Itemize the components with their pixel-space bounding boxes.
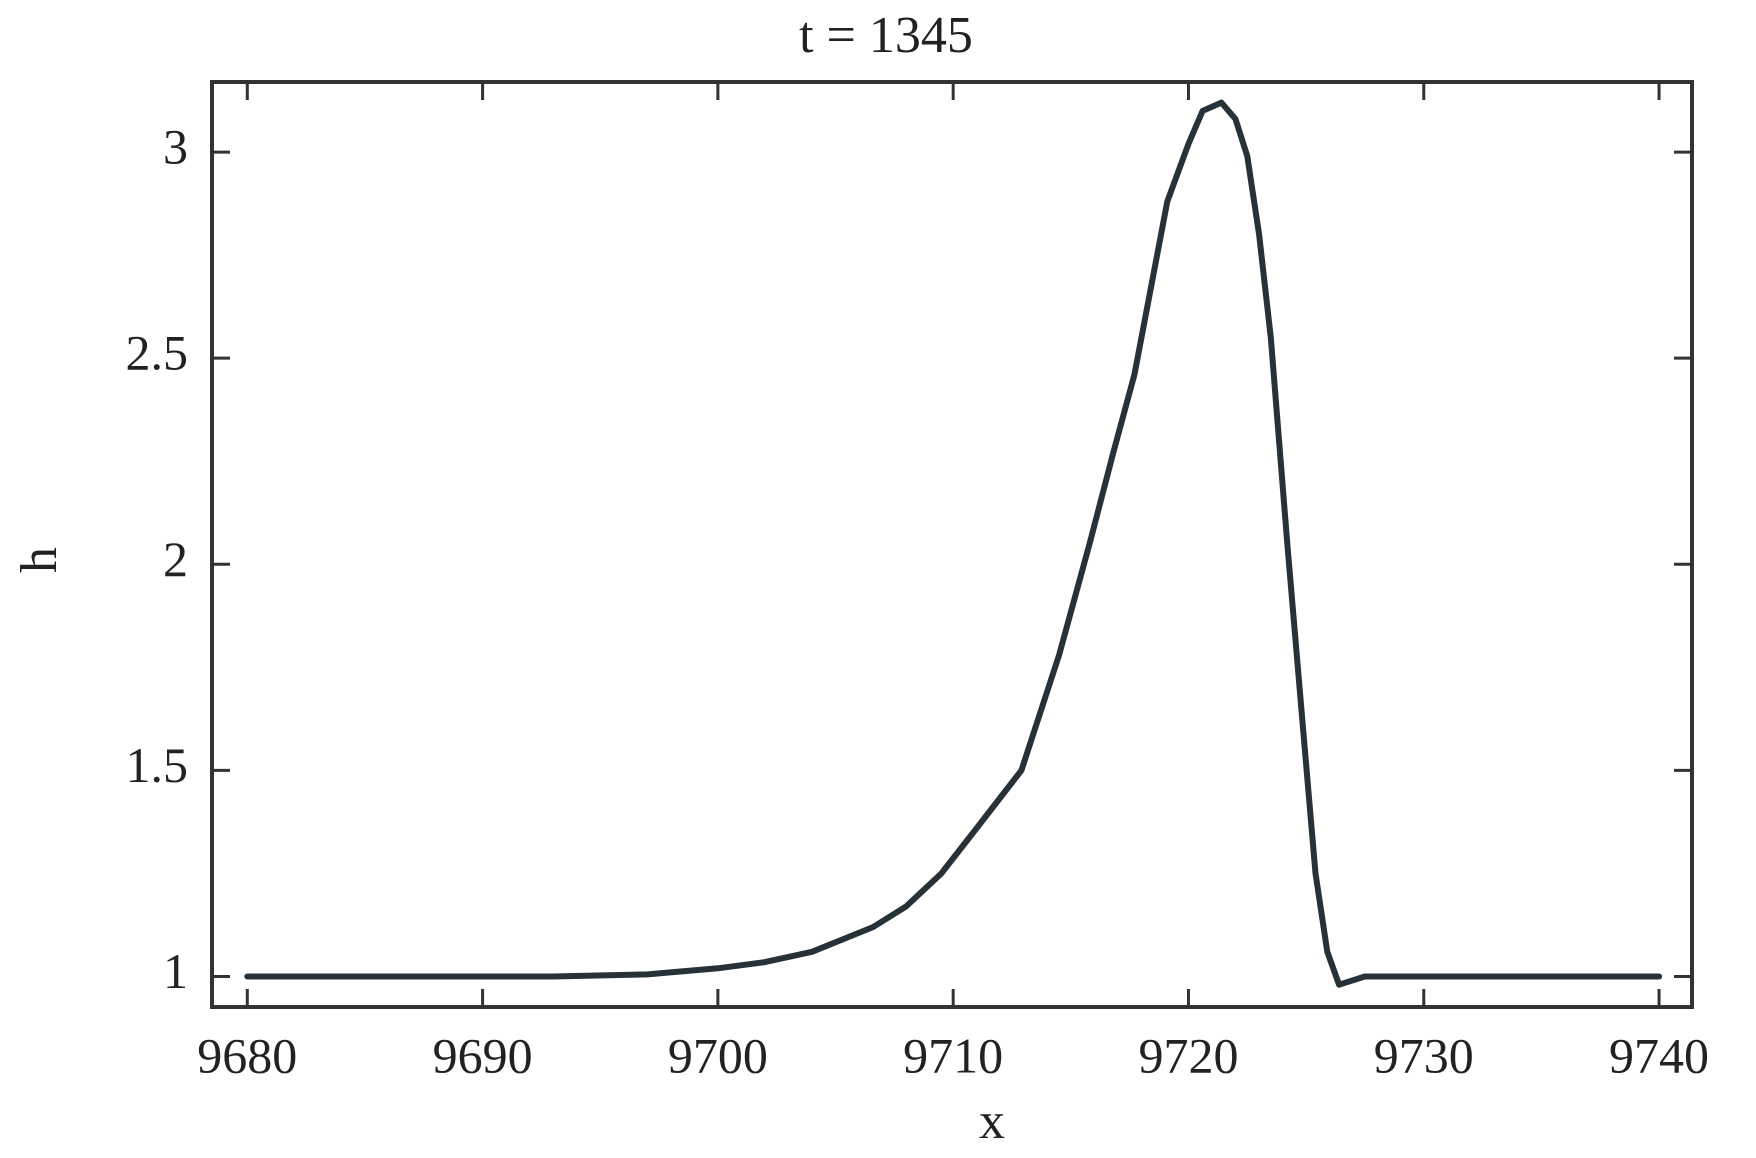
- x-axis-label: x: [979, 1093, 1005, 1150]
- x-tick-label: 9690: [433, 1027, 533, 1083]
- x-tick-label: 9680: [197, 1027, 297, 1083]
- y-axis-label: h: [11, 547, 68, 573]
- y-tick-label: 2: [163, 531, 188, 587]
- x-tick-label: 9710: [903, 1027, 1003, 1083]
- y-tick-label: 2.5: [126, 325, 189, 381]
- data-line: [244, 99, 1663, 988]
- x-tick-label: 9740: [1609, 1027, 1709, 1083]
- x-tick-label: 9700: [668, 1027, 768, 1083]
- plot-frame: [210, 80, 1694, 1009]
- y-tick-label: 3: [163, 119, 188, 175]
- y-tick-label: 1: [163, 943, 188, 999]
- chart-title: t = 1345: [799, 7, 973, 64]
- x-tick-label: 9720: [1138, 1027, 1238, 1083]
- y-tick-label: 1.5: [126, 737, 189, 793]
- x-tick-label: 9730: [1374, 1027, 1474, 1083]
